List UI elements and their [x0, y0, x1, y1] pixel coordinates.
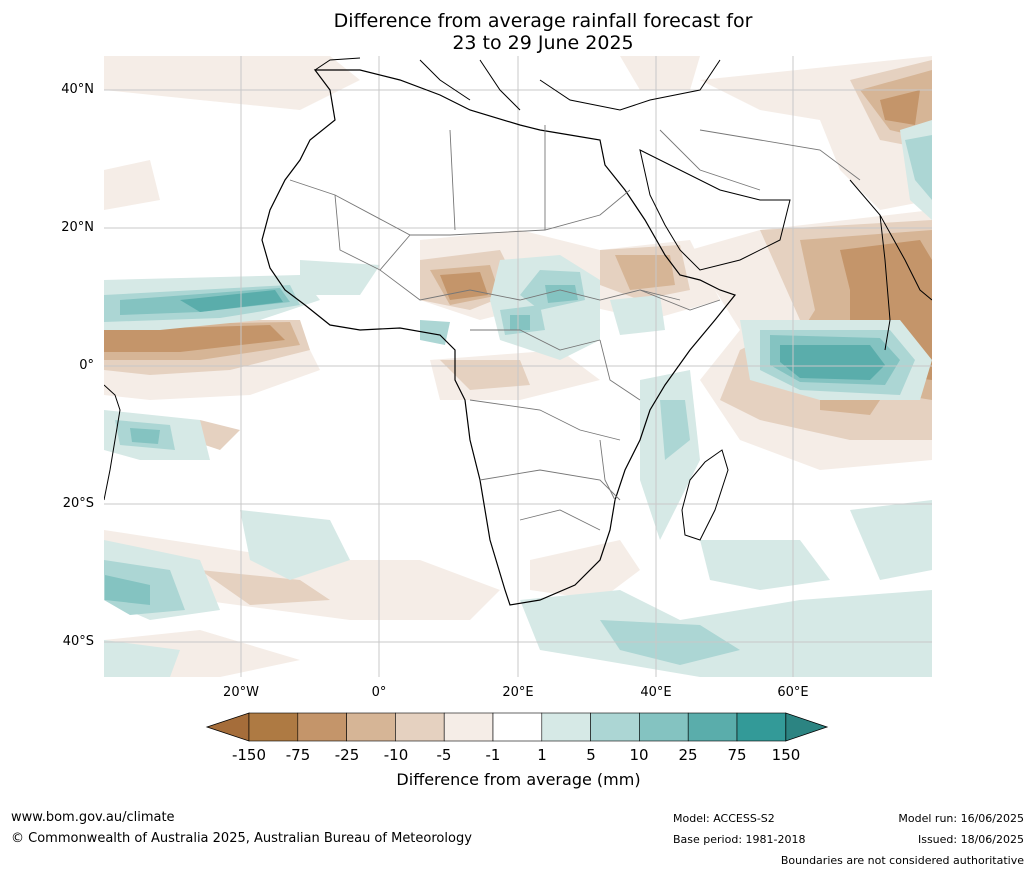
colorbar-extend-low — [205, 712, 250, 742]
colorbar-swatch — [395, 712, 445, 742]
footer-copyright: © Commonwealth of Australia 2025, Austra… — [11, 831, 472, 846]
lon-label-40e: 40°E — [640, 685, 672, 700]
colorbar-swatch — [492, 712, 543, 742]
colorbar-label: 1 — [537, 746, 547, 764]
footer-base-period: Base period: 1981-2018 — [673, 833, 806, 846]
lon-label-20e: 20°E — [502, 685, 534, 700]
footer-model: Model: ACCESS-S2 — [673, 812, 775, 825]
footer-model-run: Model run: 16/06/2025 — [898, 812, 1024, 825]
colorbar-label: -25 — [334, 746, 360, 764]
south-america-coastline — [104, 384, 121, 501]
footer-issued: Issued: 18/06/2025 — [917, 833, 1024, 846]
title-line-1: Difference from average rainfall forecas… — [333, 10, 753, 32]
arabia-coastline — [639, 149, 791, 271]
colorbar-swatch — [687, 712, 738, 742]
graticule — [104, 56, 932, 677]
very-wet-areas — [180, 290, 885, 380]
colorbar-swatch — [248, 712, 299, 742]
title-line-2: 23 to 29 June 2025 — [452, 32, 634, 54]
lat-label-20s: 20°S — [62, 496, 94, 511]
footer-disclaimer: Boundaries are not considered authoritat… — [780, 854, 1024, 867]
colorbar-label: -150 — [231, 746, 267, 764]
lon-label-60e: 60°E — [777, 685, 809, 700]
lat-label-40s: 40°S — [62, 634, 94, 649]
colorbar-swatch — [736, 712, 787, 742]
colorbar-title: Difference from average (mm) — [396, 770, 641, 789]
colorbar-swatch — [541, 712, 591, 742]
colorbar-label: 10 — [629, 746, 649, 764]
colorbar — [205, 712, 829, 742]
country-borders — [289, 125, 861, 531]
colorbar-label: -10 — [383, 746, 409, 764]
colorbar-label: 5 — [586, 746, 596, 764]
europe-coastline — [314, 57, 721, 111]
lon-label-20w: 20°W — [223, 685, 259, 700]
africa-coastline — [261, 69, 737, 606]
lat-label-20n: 20°N — [61, 220, 94, 235]
footer-url[interactable]: www.bom.gov.au/climate — [11, 810, 175, 825]
colorbar-label: -5 — [436, 746, 452, 764]
colorbar-label: -1 — [485, 746, 501, 764]
map-title: Difference from average rainfall forecas… — [0, 10, 1035, 54]
colorbar-swatch — [443, 712, 494, 742]
colorbar-label: -75 — [285, 746, 311, 764]
colorbar-swatch — [346, 712, 396, 742]
lat-label-40n: 40°N — [61, 82, 94, 97]
map-field — [104, 56, 932, 677]
colorbar-label: 150 — [771, 746, 801, 764]
colorbar-swatch — [297, 712, 347, 742]
colorbar-swatch — [639, 712, 689, 742]
lat-label-0: 0° — [79, 358, 94, 373]
colorbar-label: 25 — [678, 746, 698, 764]
india-coastline — [849, 179, 932, 351]
lon-label-0: 0° — [371, 685, 387, 700]
madagascar-coastline — [681, 449, 729, 541]
colorbar-label: 75 — [727, 746, 747, 764]
colorbar-swatch — [590, 712, 640, 742]
colorbar-extend-high — [785, 712, 829, 742]
